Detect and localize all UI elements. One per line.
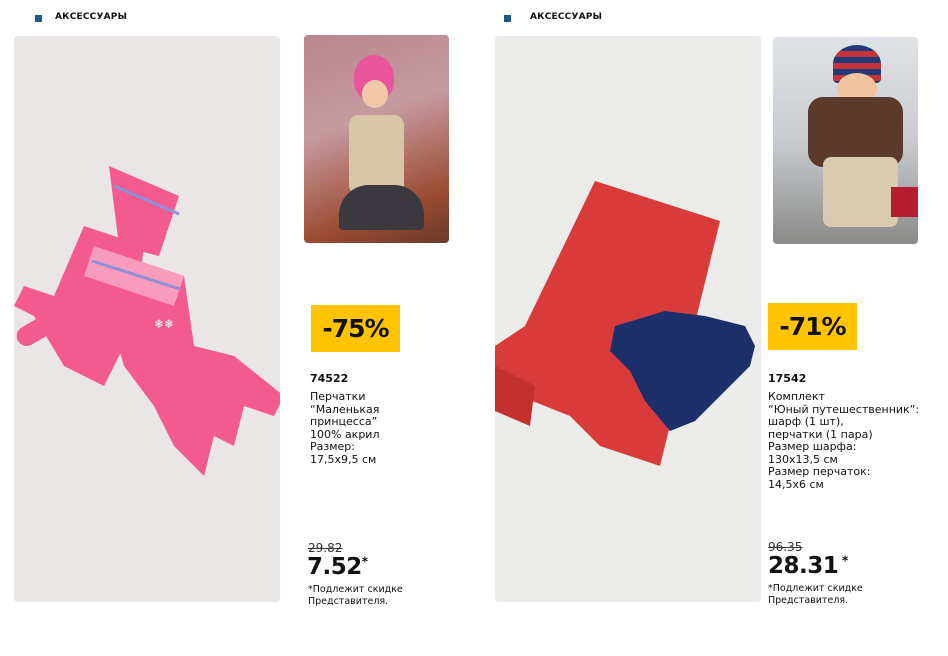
old-price: 29.82 <box>308 541 343 555</box>
product-photo-girl <box>304 35 449 243</box>
old-price: 96.35 <box>768 540 803 554</box>
discount-note: *Подлежит скидке Представителя. <box>308 584 403 607</box>
section-marker-icon <box>504 15 511 22</box>
product-code: 74522 <box>310 372 349 385</box>
price: 7.52* <box>307 554 368 580</box>
product-image-gloves: ❄❄ <box>14 36 284 602</box>
price: 28.31 * <box>768 553 848 579</box>
product-code: 17542 <box>768 372 807 385</box>
price-mark: * <box>838 553 848 568</box>
product-photo-boy <box>773 37 918 244</box>
price-value: 7.52 <box>307 554 362 580</box>
discount-badge: -75% <box>311 305 400 352</box>
discount-note: *Подлежит скидке Представителя. <box>768 583 863 606</box>
section-title: АКСЕССУАРЫ <box>55 12 128 22</box>
section-marker-icon <box>35 15 42 22</box>
price-value: 28.31 <box>768 553 839 579</box>
product-description: Перчатки “Маленькая принцесса” 100% акри… <box>310 390 380 466</box>
section-title: АКСЕССУАРЫ <box>530 12 603 22</box>
discount-badge: -71% <box>768 303 857 350</box>
product-description: Комплект “Юный путешественник”: шарф (1 … <box>768 390 920 491</box>
svg-text:❄❄: ❄❄ <box>154 317 174 331</box>
product-image-scarf-set <box>495 36 761 602</box>
scarf-gloves-icon <box>495 181 755 466</box>
pink-gloves-icon: ❄❄ <box>14 166 284 476</box>
price-mark: * <box>361 554 368 569</box>
